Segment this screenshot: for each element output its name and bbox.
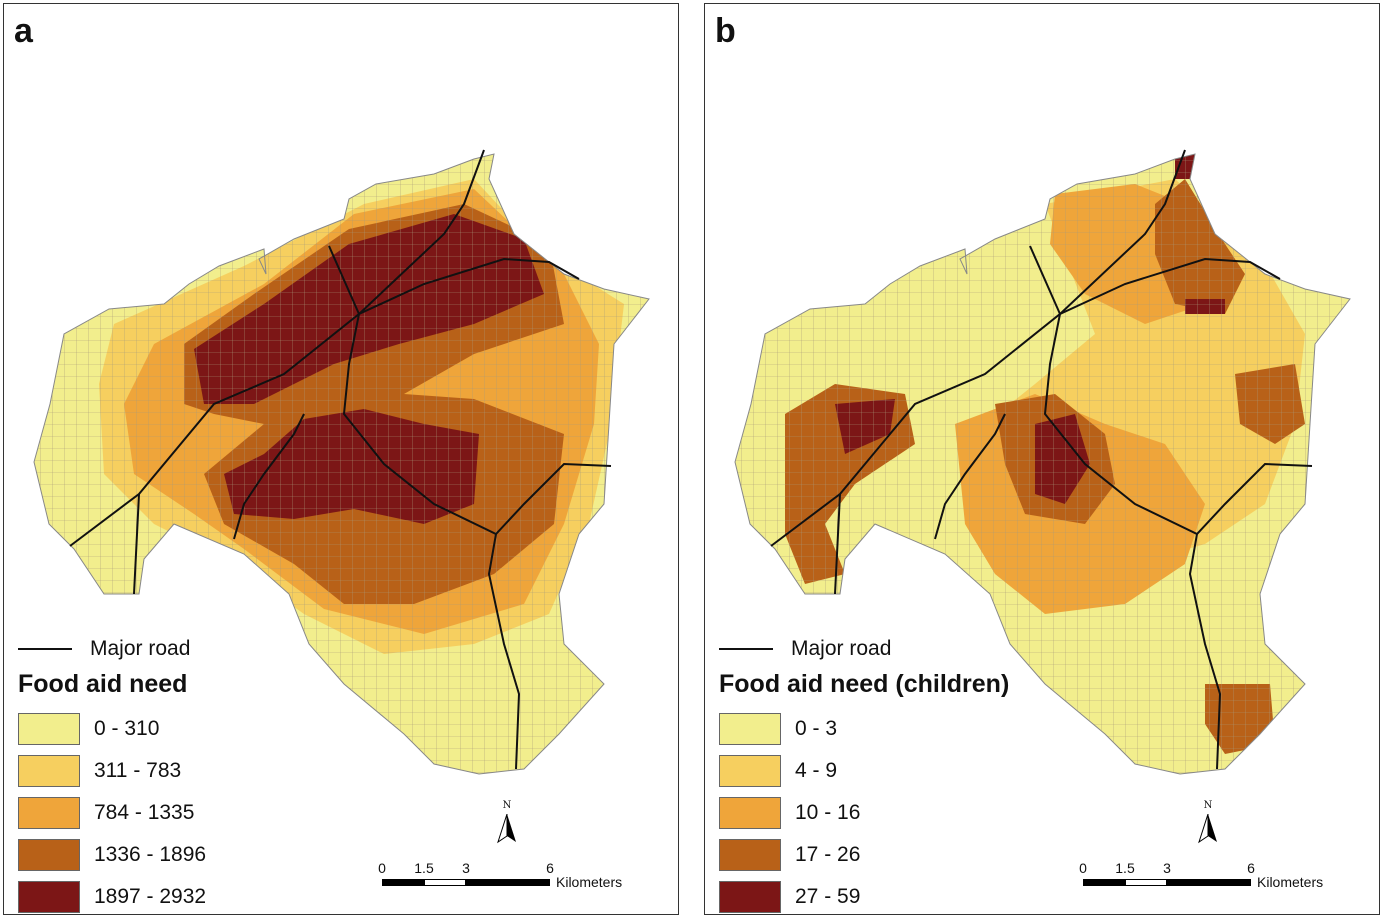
scale-tick: 0 (378, 860, 386, 876)
swatch-class-1 (719, 713, 781, 745)
scale-tick: 1.5 (1115, 860, 1135, 876)
scale-segment (1167, 879, 1251, 886)
class-label: 17 - 26 (795, 843, 861, 866)
map-legend: Major road Food aid need (children) 0 - … (719, 632, 1049, 914)
north-arrow: N (1198, 800, 1218, 846)
road-label: Major road (791, 637, 892, 660)
scale-tick: 6 (1247, 860, 1255, 876)
class-label: 311 - 783 (94, 759, 182, 782)
major-roads (69, 149, 612, 770)
swatch-class-2 (18, 755, 80, 787)
class-label: 4 - 9 (795, 759, 838, 782)
map-panel-b: b (704, 3, 1380, 915)
class-label: 0 - 310 (94, 717, 160, 740)
legend-road-entry: Major road (719, 632, 1049, 666)
choropleth-map (33, 149, 650, 775)
scale-segment (1125, 879, 1167, 886)
legend-class-1: 0 - 310 (18, 708, 348, 750)
class-label: 784 - 1335 (94, 801, 195, 824)
north-arrow-icon (497, 814, 516, 844)
legend-title: Food aid need (children) (719, 670, 1010, 698)
legend-class-3: 10 - 16 (719, 792, 1049, 834)
road-line-symbol (18, 648, 72, 650)
swatch-class-5 (719, 881, 781, 913)
legend-class-5: 1897 - 2932 (18, 876, 348, 914)
scale-tick: 1.5 (414, 860, 434, 876)
map-legend: Major road Food aid need 0 - 310 311 - 7… (18, 632, 348, 914)
legend-class-2: 311 - 783 (18, 750, 348, 792)
scale-segment (1083, 879, 1125, 886)
legend-road-entry: Major road (18, 632, 348, 666)
north-arrow: N (497, 800, 517, 846)
legend-class-1: 0 - 3 (719, 708, 1049, 750)
legend-class-4: 1336 - 1896 (18, 834, 348, 876)
scale-bar: 0 1.5 3 6 Kilometers (372, 860, 662, 890)
legend-class-5: 27 - 59 (719, 876, 1049, 914)
scale-segment (466, 879, 550, 886)
swatch-class-1 (18, 713, 80, 745)
swatch-class-4 (18, 839, 80, 871)
scale-unit: Kilometers (1257, 874, 1324, 890)
legend-class-2: 4 - 9 (719, 750, 1049, 792)
legend-class-3: 784 - 1335 (18, 792, 348, 834)
class-label: 1897 - 2932 (94, 885, 207, 908)
scale-tick: 3 (462, 860, 470, 876)
scale-tick: 3 (1163, 860, 1171, 876)
major-roads (770, 149, 1313, 770)
swatch-class-3 (719, 797, 781, 829)
swatch-class-5 (18, 881, 80, 913)
scale-unit: Kilometers (556, 874, 623, 890)
class-label: 1336 - 1896 (94, 843, 207, 866)
scale-tick: 0 (1079, 860, 1087, 876)
road-line-symbol (719, 648, 773, 650)
panel-letter: a (14, 12, 33, 50)
class-label: 10 - 16 (795, 801, 861, 824)
choropleth-map (734, 149, 1351, 775)
panel-letter: b (715, 12, 736, 50)
swatch-class-4 (719, 839, 781, 871)
legend-class-4: 17 - 26 (719, 834, 1049, 876)
north-label: N (502, 800, 512, 811)
scale-tick: 6 (546, 860, 554, 876)
class-label: 0 - 3 (795, 717, 838, 740)
class-label: 27 - 59 (795, 885, 861, 908)
scale-bar: 0 1.5 3 6 Kilometers (1073, 860, 1363, 890)
scale-segment (382, 879, 424, 886)
road-label: Major road (90, 637, 191, 660)
map-panel-a: a (3, 3, 679, 915)
scale-segment (424, 879, 466, 886)
legend-title: Food aid need (18, 670, 188, 698)
north-arrow-icon (1198, 814, 1217, 844)
north-label: N (1203, 800, 1213, 811)
swatch-class-2 (719, 755, 781, 787)
swatch-class-3 (18, 797, 80, 829)
